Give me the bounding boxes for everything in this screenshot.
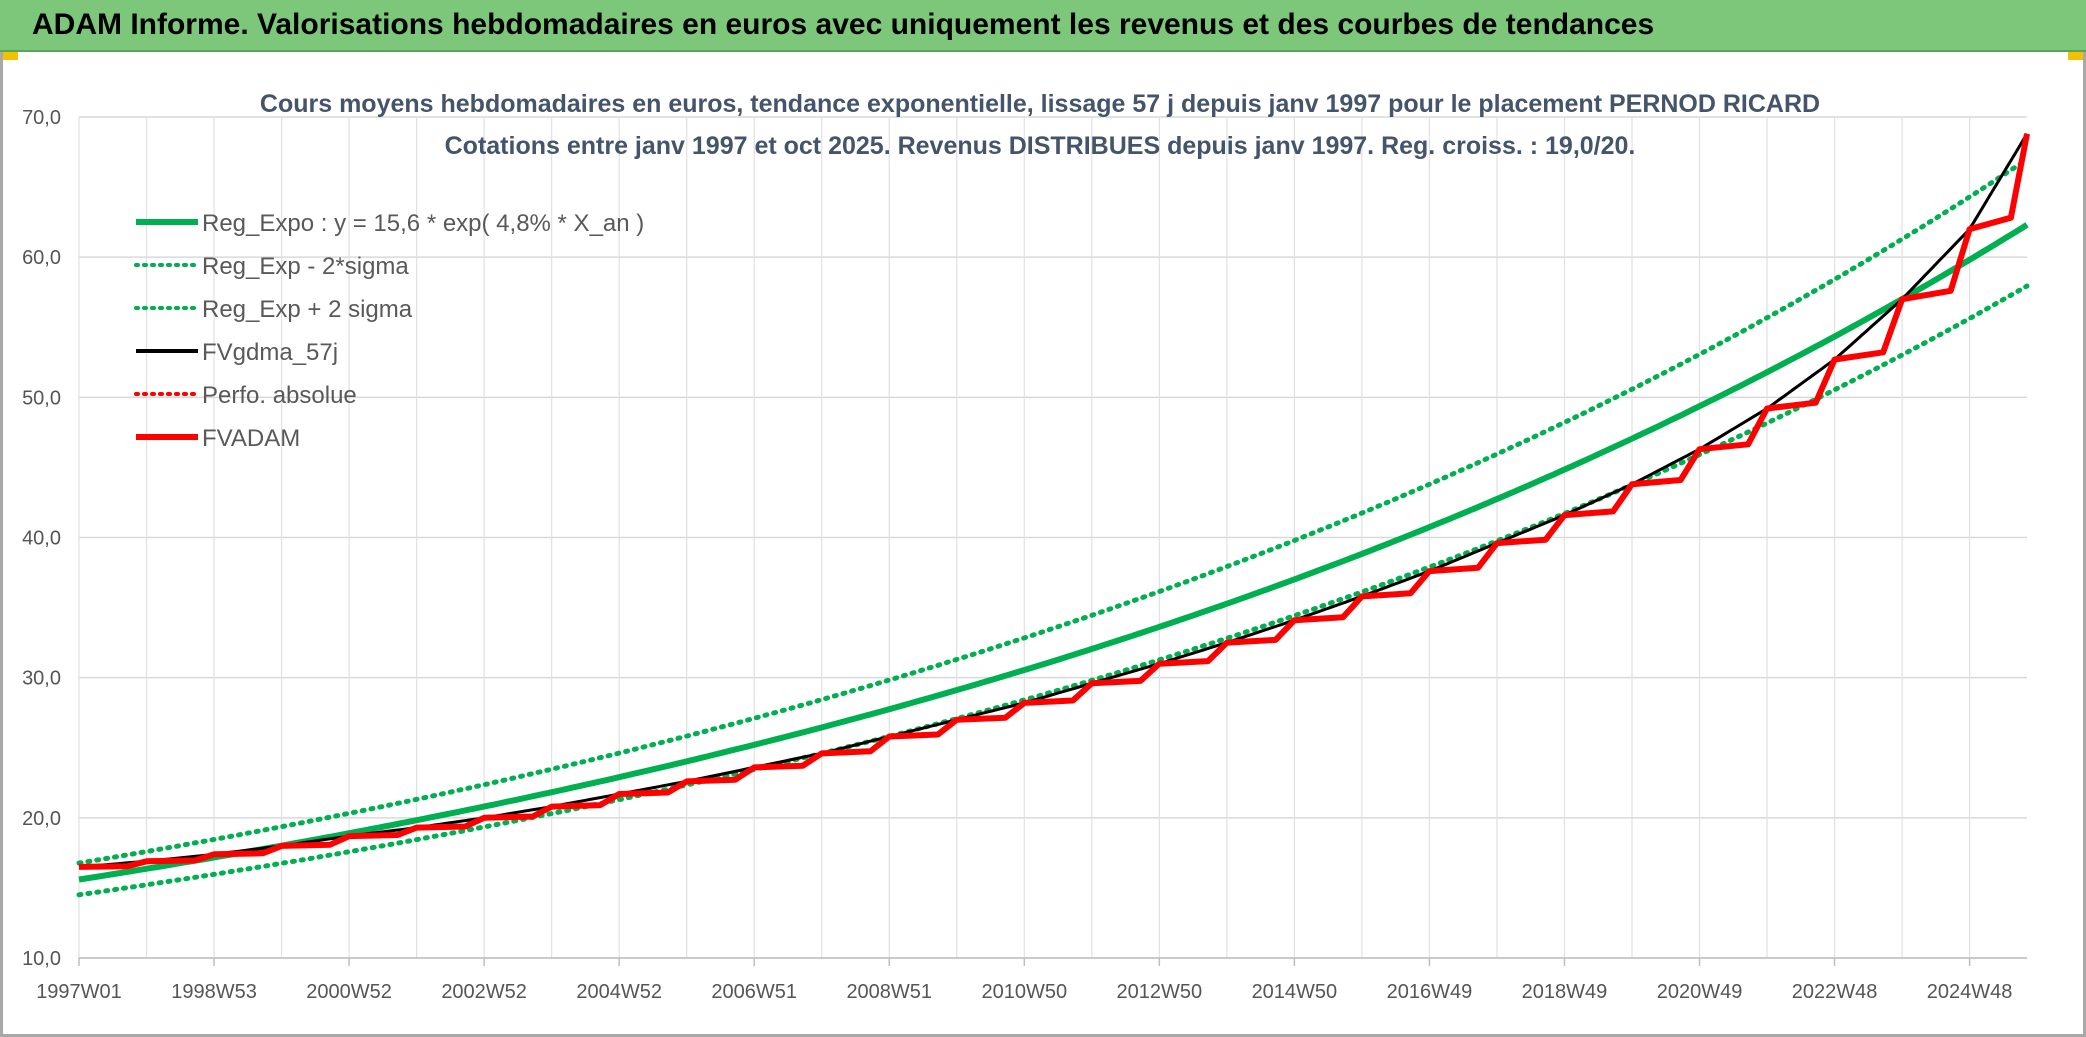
series-perfo-absolue bbox=[78, 133, 2029, 869]
y-tick-label: 60,0 bbox=[22, 247, 61, 269]
x-tick-label: 2020W49 bbox=[1657, 981, 1743, 1003]
chart-title-line-1: Cours moyens hebdomadaires en euros, ten… bbox=[260, 90, 1820, 118]
corner-marker-left bbox=[0, 52, 18, 60]
x-tick-label: 2000W52 bbox=[306, 981, 392, 1003]
series-layer bbox=[76, 133, 2030, 898]
axes-layer: 10,0 20,0 30,0 40,0 50,0 60,0 70,0 1997W01 1998W… bbox=[22, 107, 2027, 1003]
legend-label: Reg_Expo : y = 15,6 * exp( 4,8% * X_an ) bbox=[202, 210, 644, 237]
x-tick-label: 2018W49 bbox=[1522, 981, 1608, 1003]
y-tick-label: 50,0 bbox=[22, 387, 61, 409]
legend-label: FVADAM bbox=[202, 425, 300, 452]
corner-marker-right bbox=[2068, 52, 2086, 60]
chart-frame bbox=[0, 52, 2086, 1037]
legend-label: Perfo. absolue bbox=[202, 382, 357, 409]
legend-label: Reg_Exp + 2 sigma bbox=[202, 296, 413, 323]
y-tick-label: 70,0 bbox=[22, 107, 61, 129]
x-tick-label: 2016W49 bbox=[1387, 981, 1473, 1003]
y-tick-label: 10,0 bbox=[22, 948, 61, 970]
series-reg-expo bbox=[78, 222, 2029, 883]
legend: Reg_Expo : y = 15,6 * exp( 4,8% * X_an )… bbox=[134, 210, 644, 452]
chart-title-line-2: Cotations entre janv 1997 et oct 2025. R… bbox=[445, 132, 1636, 160]
x-tick-label: 1998W53 bbox=[171, 981, 257, 1003]
x-tick-label: 2014W50 bbox=[1252, 981, 1338, 1003]
series-reg-upper bbox=[76, 156, 2030, 866]
y-tick-label: 30,0 bbox=[22, 668, 61, 690]
x-tick-label: 2004W52 bbox=[576, 981, 662, 1003]
y-tick-label: 40,0 bbox=[22, 528, 61, 550]
x-tick-label: 2012W50 bbox=[1117, 981, 1203, 1003]
report-title: ADAM Informe. Valorisations hebdomadaire… bbox=[32, 8, 1655, 41]
x-tick-label: 2024W48 bbox=[1927, 981, 2013, 1003]
grid bbox=[78, 116, 2027, 959]
series-fvgdma-57j bbox=[78, 133, 2029, 869]
legend-label: Reg_Exp - 2*sigma bbox=[202, 253, 409, 280]
x-tick-label: 2008W51 bbox=[846, 981, 932, 1003]
report-header: ADAM Informe. Valorisations hebdomadaire… bbox=[0, 0, 2086, 52]
x-tick-label: 2002W52 bbox=[441, 981, 527, 1003]
legend-label: FVgdma_57j bbox=[202, 339, 338, 366]
x-tick-label: 2022W48 bbox=[1792, 981, 1878, 1003]
series-reg-lower bbox=[76, 283, 2030, 898]
x-tick-label: 2010W50 bbox=[981, 981, 1067, 1003]
x-tick-label: 1997W01 bbox=[36, 981, 122, 1003]
series-fvadam bbox=[78, 133, 2030, 870]
x-tick-label: 2006W51 bbox=[711, 981, 797, 1003]
y-tick-label: 20,0 bbox=[22, 808, 61, 830]
